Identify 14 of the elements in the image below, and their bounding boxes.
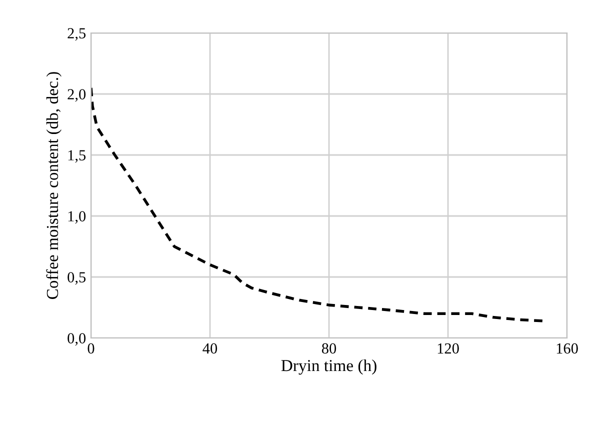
x-tick-label: 80 <box>322 343 336 354</box>
x-tick-label: 120 <box>438 343 459 354</box>
y-tick-label: 1,5 <box>68 150 86 163</box>
y-tick-label: 2,0 <box>68 89 86 102</box>
x-tick-label: 160 <box>556 343 578 354</box>
y-tick-label: 0,0 <box>68 333 86 346</box>
y-tick-label: 1,0 <box>68 211 86 224</box>
y-tick-label: 0,5 <box>68 272 86 285</box>
line-series <box>91 86 545 322</box>
x-tick-label: 40 <box>202 343 218 354</box>
y-axis-title: Coffee moisture content (db, dec.) <box>46 72 62 299</box>
x-axis-title: Dryin time (h) <box>281 359 376 375</box>
y-tick-label: 2,5 <box>68 28 86 41</box>
x-tick-label: 0 <box>88 343 94 354</box>
